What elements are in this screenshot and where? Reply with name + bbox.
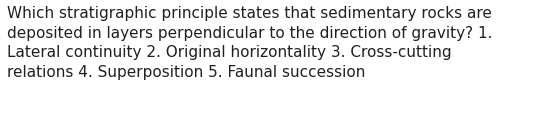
Text: Which stratigraphic principle states that sedimentary rocks are
deposited in lay: Which stratigraphic principle states tha…	[7, 6, 493, 80]
